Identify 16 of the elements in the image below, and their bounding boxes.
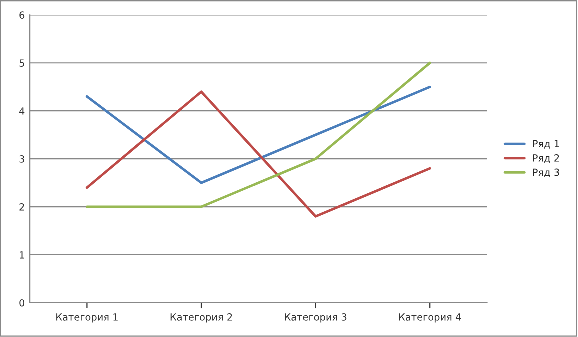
- y-tick-label: 6: [20, 12, 25, 19]
- line-series: [86, 90, 432, 218]
- x-tick-label: Категория 3: [285, 314, 347, 323]
- x-tick-label: Категория 4: [399, 314, 462, 323]
- legend-label: Ряд 2: [533, 154, 560, 164]
- y-tick-label: 5: [20, 60, 24, 67]
- y-tick-label: 3: [20, 156, 24, 163]
- y-tick-label: 1: [20, 252, 24, 259]
- legend-label: Ряд 1: [533, 140, 560, 149]
- x-tick-label: Категория 2: [170, 314, 232, 323]
- legend-label: Ряд 3: [533, 168, 560, 178]
- y-tick-label: 4: [19, 108, 25, 115]
- y-tick-label: 0: [20, 299, 25, 307]
- x-tick-label: Категория 1: [56, 314, 118, 323]
- y-tick-label: 2: [20, 204, 24, 211]
- line-series: [86, 86, 432, 184]
